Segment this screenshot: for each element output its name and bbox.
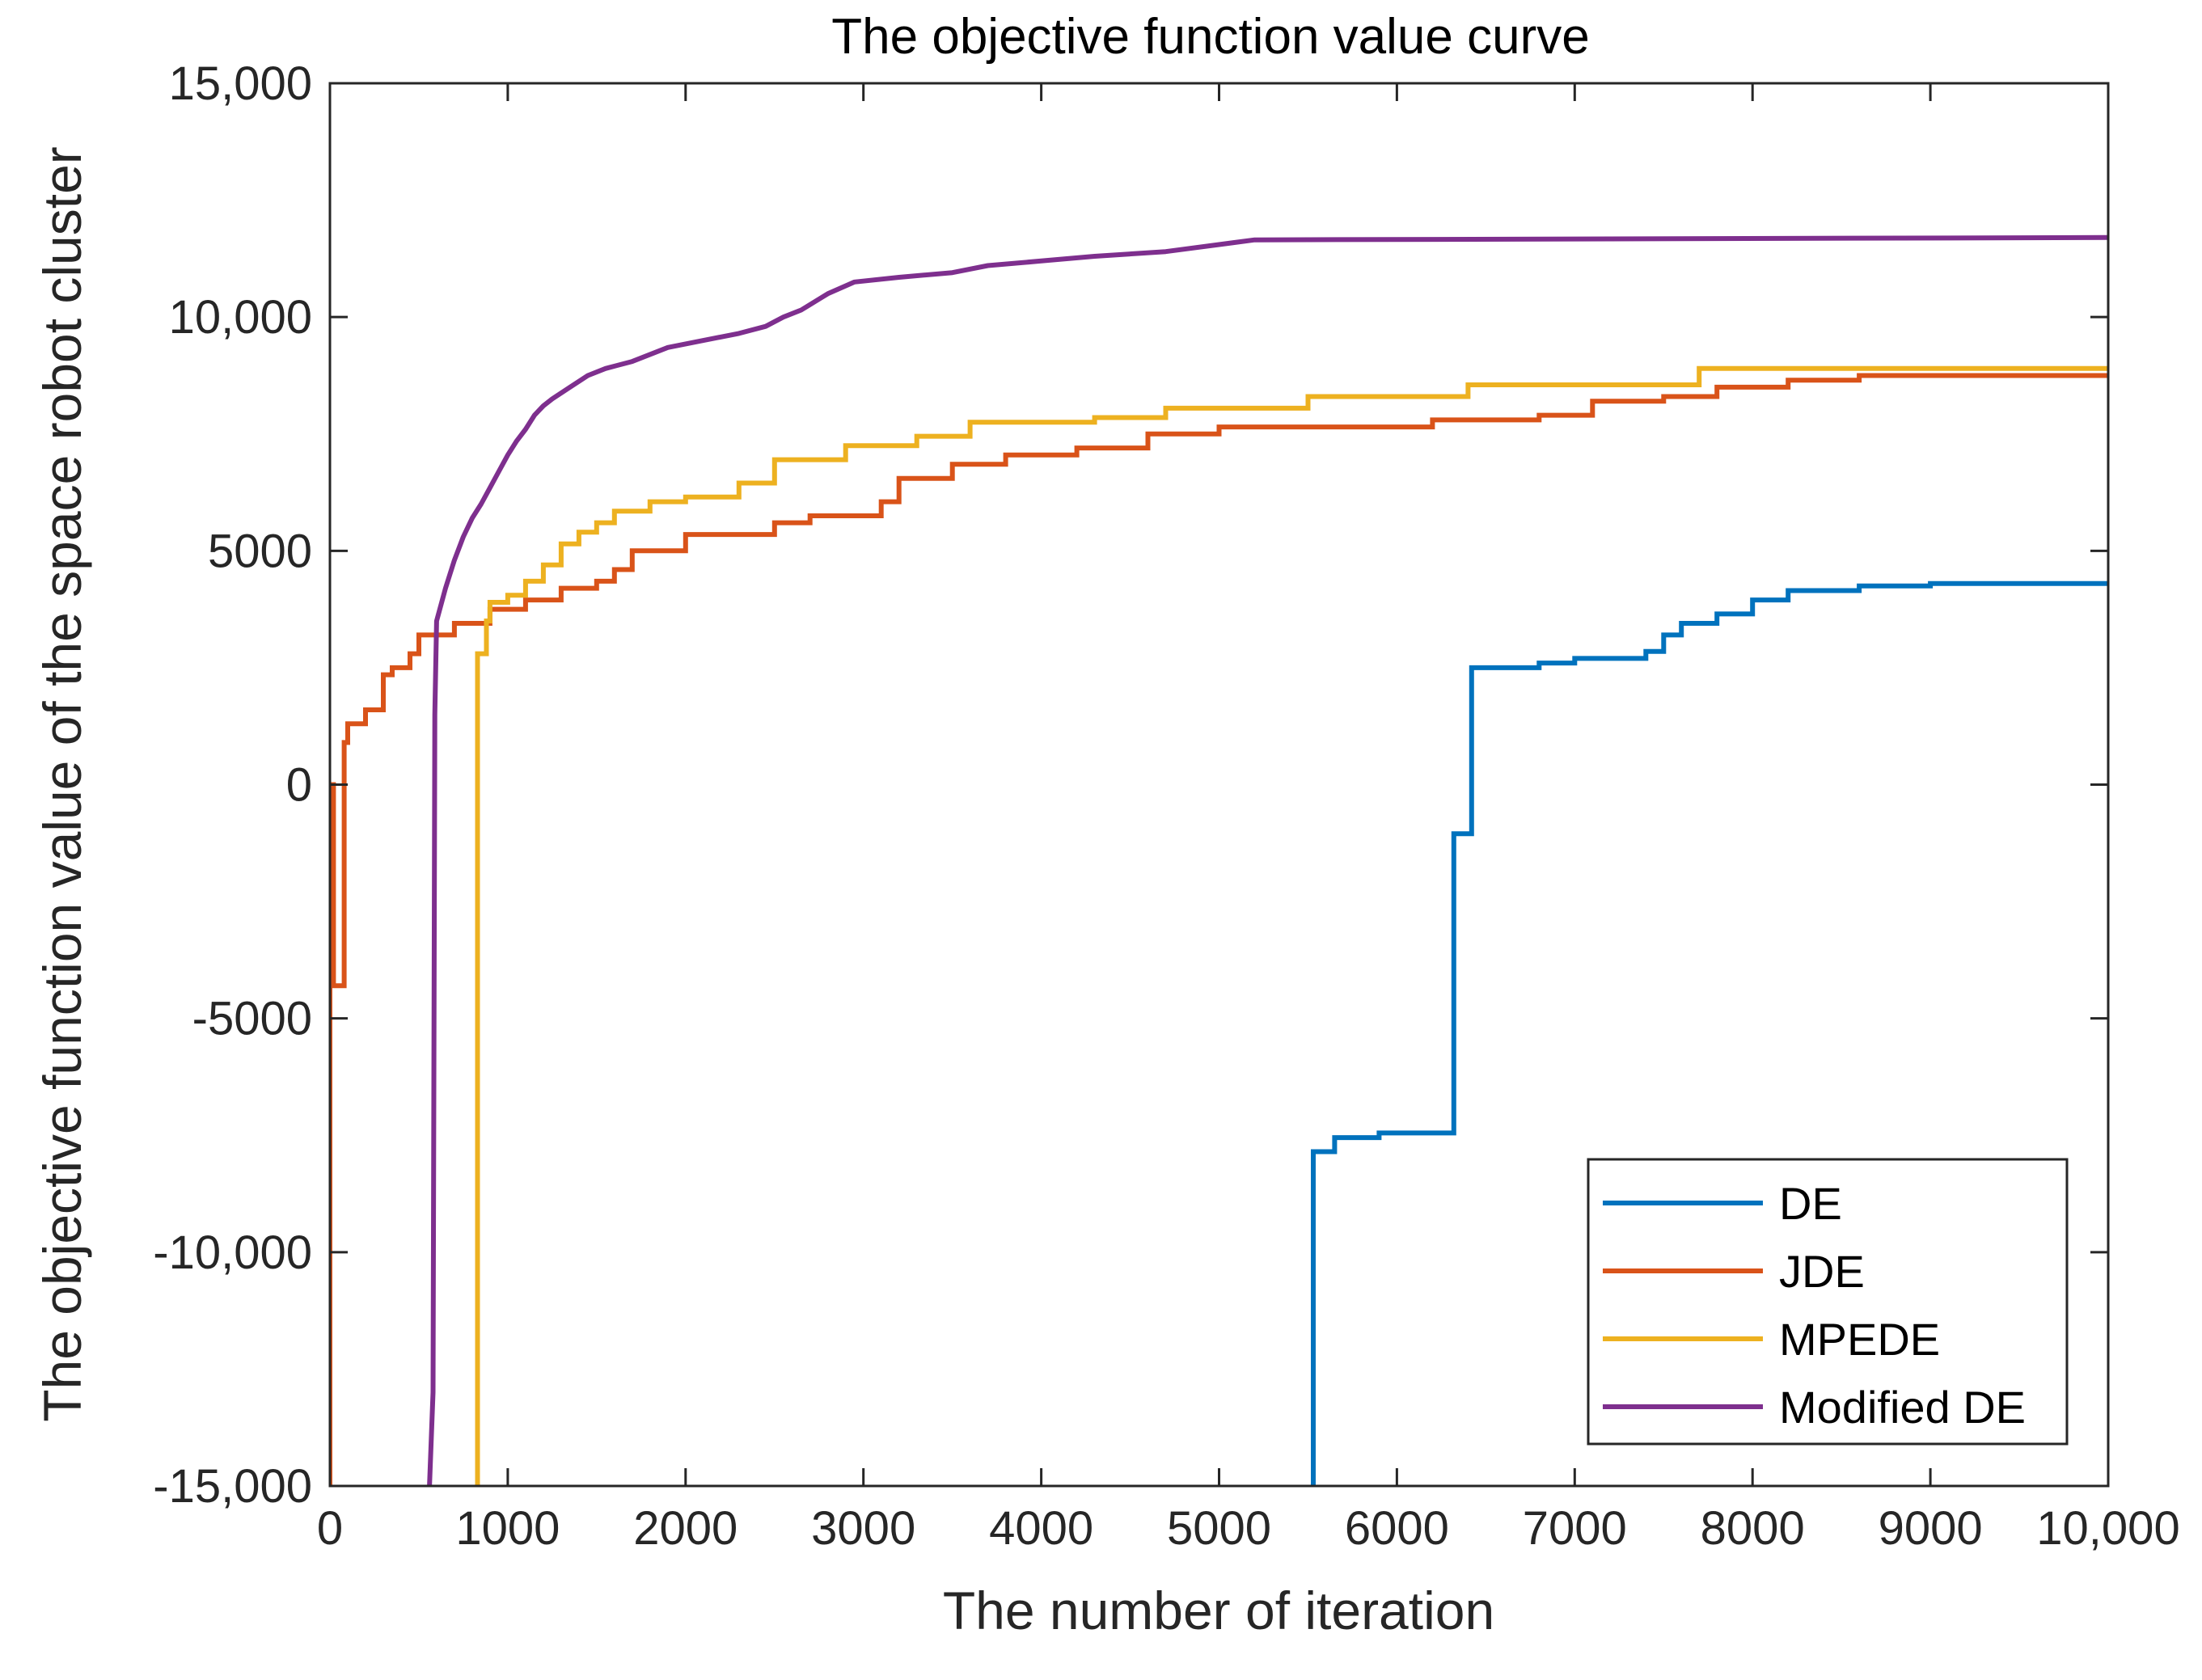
series-line-jde bbox=[330, 373, 2108, 1486]
x-tick-label: 5000 bbox=[1167, 1502, 1271, 1555]
x-axis-label: The number of iteration bbox=[943, 1581, 1494, 1640]
series-line-modified-de bbox=[427, 234, 2108, 1486]
series-layer bbox=[330, 234, 2108, 1486]
legend: DE JDE MPEDE Modified DE bbox=[1587, 1158, 2069, 1446]
x-axis: 0 1000 2000 3000 4000 5000 6000 7000 8000 9000 10,… bbox=[317, 83, 2180, 1555]
series-line-de bbox=[1311, 580, 2108, 1486]
x-tick-label: 2000 bbox=[633, 1502, 738, 1555]
y-tick-label: -10,000 bbox=[153, 1226, 312, 1279]
legend-label: MPEDE bbox=[1779, 1314, 1940, 1365]
chart-title: The objective function value curve bbox=[831, 9, 1589, 65]
legend-label: JDE bbox=[1779, 1246, 1865, 1297]
series-line-mpede bbox=[475, 365, 2108, 1486]
legend-label: DE bbox=[1779, 1178, 1842, 1229]
y-axis: 15,000 10,000 5000 0 -5000 -10,000 -15,000 bbox=[153, 57, 2108, 1513]
y-tick-label: 5000 bbox=[208, 525, 312, 577]
y-tick-label: 0 bbox=[286, 759, 312, 812]
y-axis-label: The objective function value of the spac… bbox=[32, 146, 92, 1422]
x-tick-label: 8000 bbox=[1701, 1502, 1805, 1555]
x-tick-label: 1000 bbox=[455, 1502, 560, 1555]
y-tick-label: 15,000 bbox=[169, 57, 312, 110]
legend-label: Modified DE bbox=[1779, 1382, 2026, 1433]
y-tick-label: -15,000 bbox=[153, 1460, 312, 1513]
x-tick-label: 7000 bbox=[1523, 1502, 1627, 1555]
x-tick-label: 3000 bbox=[811, 1502, 915, 1555]
y-tick-label: -5000 bbox=[192, 993, 312, 1045]
x-tick-label: 6000 bbox=[1345, 1502, 1449, 1555]
x-tick-label: 9000 bbox=[1879, 1502, 1983, 1555]
legend-box bbox=[1587, 1158, 2069, 1446]
y-tick-label: 10,000 bbox=[169, 291, 312, 344]
x-tick-label: 4000 bbox=[989, 1502, 1093, 1555]
x-tick-label: 0 bbox=[317, 1502, 343, 1555]
x-tick-label: 10,000 bbox=[2036, 1502, 2179, 1555]
